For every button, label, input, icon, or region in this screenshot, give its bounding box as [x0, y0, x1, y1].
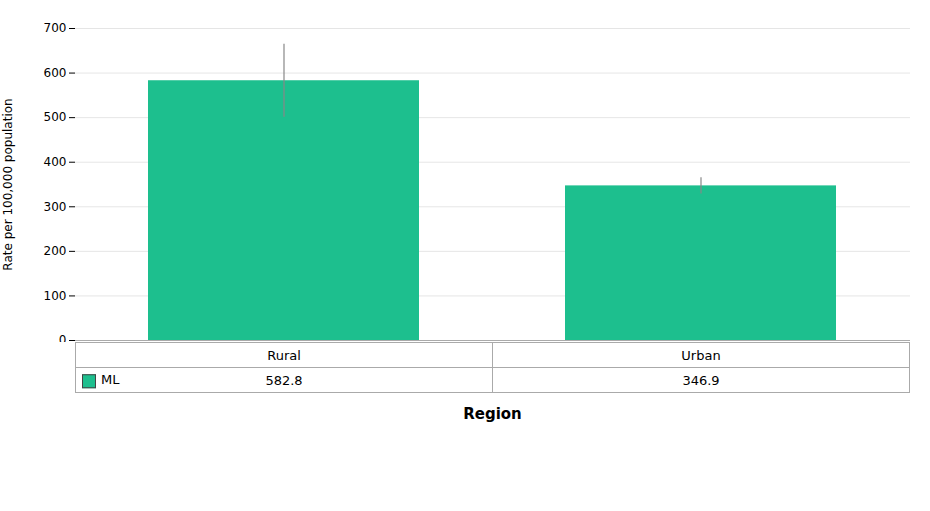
svg-text:200: 200: [44, 244, 67, 258]
svg-text:300: 300: [44, 200, 67, 214]
svg-text:0: 0: [59, 333, 67, 342]
html-text:Urban: Urban: [681, 347, 721, 363]
svg-text:700: 700: [44, 21, 67, 35]
html-text:Rural: Rural: [267, 347, 301, 363]
svg-text:Rate per 100,000 population: Rate per 100,000 population: [1, 98, 15, 270]
svg-text:500: 500: [44, 110, 67, 124]
html-text:ML: ML: [101, 372, 120, 388]
svg-text:600: 600: [44, 66, 67, 80]
html-text:582.8: 582.8: [265, 372, 303, 388]
html-text:346.9: 346.9: [682, 372, 720, 388]
svg-text:100: 100: [44, 289, 67, 303]
html-text:Region: Region: [463, 405, 522, 423]
svg-text:400: 400: [44, 155, 67, 169]
